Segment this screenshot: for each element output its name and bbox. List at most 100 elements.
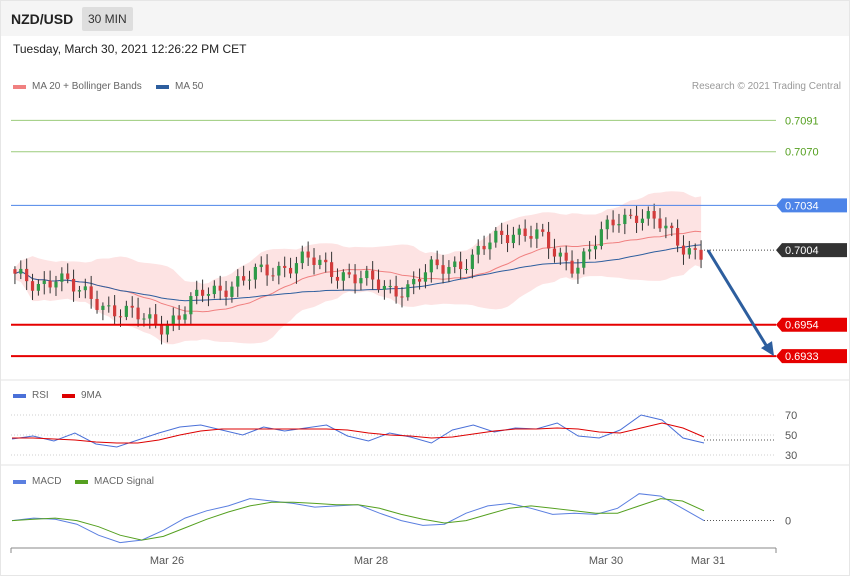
candle-up (60, 267, 64, 292)
candle-body (670, 225, 674, 229)
candle-up (77, 285, 82, 298)
candle-down (71, 269, 76, 302)
candle-down (13, 266, 17, 285)
candle-body (412, 278, 416, 285)
candle-body (206, 294, 211, 296)
candle-down (541, 223, 545, 237)
candle-body (523, 228, 527, 237)
candle-up (300, 245, 304, 270)
candle-body (423, 272, 428, 282)
candle-body (482, 245, 486, 250)
candle-body (25, 268, 29, 282)
candle-body (224, 290, 228, 297)
candle-down (159, 315, 164, 345)
candle-down (441, 254, 445, 284)
legend-ma50: MA 50 (156, 81, 203, 92)
macd-tick-label: 0 (785, 516, 791, 528)
candle-body (142, 318, 146, 320)
candle-body (183, 314, 187, 320)
candle-up (558, 247, 562, 265)
candle-down (265, 254, 269, 286)
candle-body (382, 285, 386, 290)
candle-body (564, 252, 568, 261)
candle-body (236, 276, 240, 287)
forecast-arrow-line (706, 249, 771, 351)
candle-down (136, 297, 140, 327)
time-tick-label: Mar 31 (691, 555, 725, 567)
candle-body (394, 285, 398, 297)
candle-body (605, 219, 609, 230)
level-tag (776, 317, 847, 332)
candle-body (447, 266, 451, 274)
candle-up (605, 215, 609, 240)
candle-up (382, 280, 386, 300)
candle-body (488, 242, 492, 250)
rsi-tick-label: 70 (785, 410, 797, 422)
candle-body (453, 261, 457, 267)
candle-body (500, 230, 504, 235)
candle-up (687, 240, 691, 259)
candle-down (658, 208, 662, 232)
candle-down (670, 222, 674, 237)
candle-body (388, 285, 392, 287)
candle-body (154, 314, 158, 325)
candle-body (552, 248, 557, 257)
candle-down (312, 248, 316, 275)
macd-line (11, 493, 705, 544)
candle-down (48, 270, 52, 294)
last-price-label: 0.7004 (785, 245, 819, 257)
candle-body (253, 266, 257, 280)
candle-body (13, 269, 17, 274)
candle-up (664, 217, 668, 239)
legend-macd: MACD (13, 476, 61, 487)
candle-body (611, 219, 615, 226)
candle-up (212, 280, 216, 299)
candle-body (30, 281, 35, 291)
candle-down (242, 265, 246, 286)
candle-down (552, 238, 557, 263)
candle-down (400, 287, 404, 308)
candle-body (376, 279, 381, 290)
bollinger-band (14, 191, 702, 345)
legend-macd-signal: MACD Signal (75, 476, 154, 487)
candle-body (294, 263, 299, 274)
candle-body (558, 252, 562, 257)
candle-body (652, 211, 656, 219)
legend-label: MA 20 + Bollinger Bands (32, 81, 142, 92)
candle-body (95, 298, 99, 310)
rsi-tick-label: 50 (785, 430, 797, 442)
candle-body (459, 261, 463, 270)
candle-body (19, 268, 23, 274)
time-axis: Mar 26 Mar 28 Mar 30 Mar 31 (10, 547, 777, 567)
level-label: 0.7034 (785, 200, 819, 212)
candle-body (347, 272, 351, 275)
candle-body (435, 259, 439, 266)
legend-swatch (13, 84, 26, 89)
legend-swatch (75, 479, 88, 484)
candle-down (435, 250, 439, 270)
candle-body (200, 289, 205, 296)
candle-up (83, 278, 87, 299)
candle-down (699, 240, 703, 269)
candle-up (423, 264, 428, 289)
candle-up (195, 280, 199, 305)
candle-body (623, 214, 627, 225)
candle-body (230, 286, 234, 297)
legend-label: MACD (32, 476, 62, 487)
candle-up (447, 260, 451, 283)
candle-up (359, 270, 363, 291)
timeframe-button[interactable]: 30 MIN (82, 7, 133, 31)
candle-up (259, 256, 263, 273)
candle-body (247, 279, 252, 281)
candle-up (593, 235, 598, 260)
candle-down (634, 205, 639, 233)
legend-swatch (13, 393, 26, 398)
candle-down (30, 273, 35, 300)
candle-up (294, 256, 299, 284)
candle-up (453, 256, 457, 274)
candle-down (271, 267, 275, 282)
candle-up (470, 249, 474, 279)
candle-body (195, 289, 199, 297)
legend-rsi-ma: 9MA (62, 390, 102, 401)
candle-down (523, 219, 527, 242)
